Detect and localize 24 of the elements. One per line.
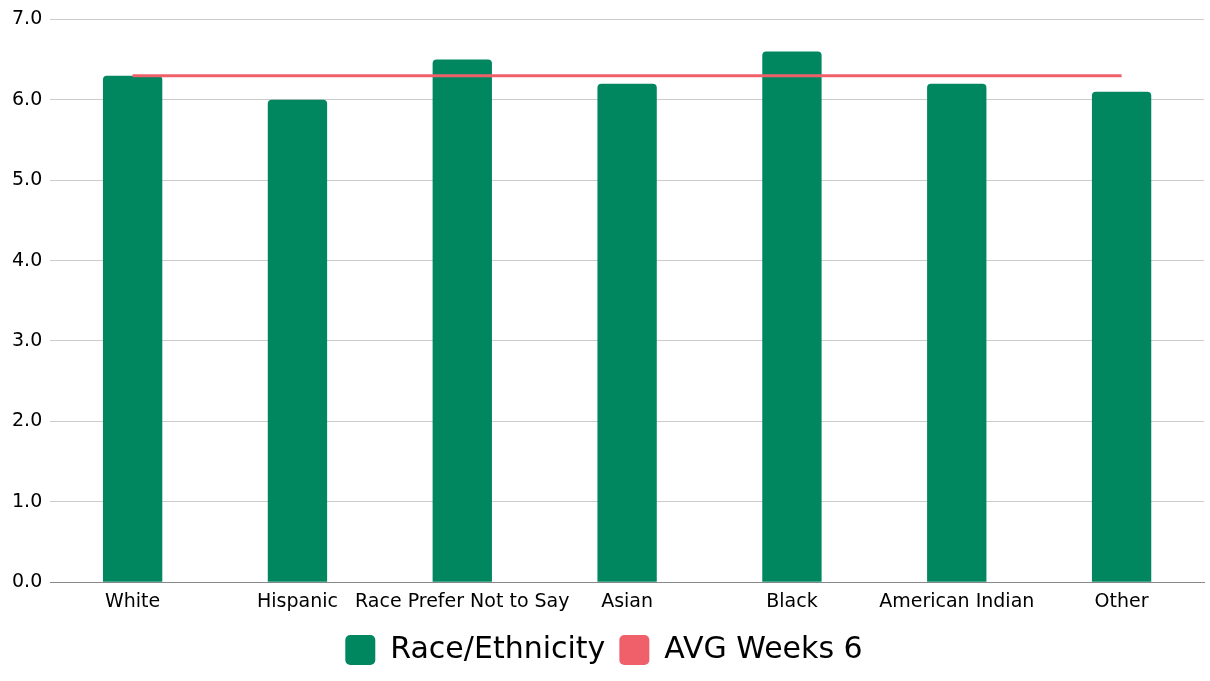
y-tick-label: 3.0 — [12, 327, 43, 350]
bar — [102, 75, 163, 582]
x-tick-label: Hispanic — [256, 588, 338, 611]
x-tick-label: Asian — [601, 588, 654, 611]
x-tick-label: Other — [1094, 588, 1149, 611]
y-tick-label: 2.0 — [12, 408, 43, 431]
bar — [927, 83, 987, 582]
x-tick-label: Black — [766, 588, 818, 611]
y-tick-label: 5.0 — [12, 167, 43, 190]
y-tick-label: 4.0 — [12, 247, 43, 270]
y-tick-label: 0.0 — [12, 569, 43, 592]
legend-label: AVG Weeks 6 — [664, 629, 863, 665]
bar — [267, 99, 328, 582]
bar — [762, 51, 822, 582]
bar — [1091, 91, 1152, 582]
x-tick-label: White — [105, 588, 161, 611]
x-tick-label: Race Prefer Not to Say — [355, 588, 570, 611]
y-tick-label: 6.0 — [12, 86, 43, 109]
bar — [432, 59, 492, 582]
legend-label: Race/Ethnicity — [390, 629, 606, 665]
x-tick-label: American Indian — [879, 588, 1035, 611]
y-tick-label: 1.0 — [12, 488, 43, 511]
bar — [597, 83, 657, 582]
y-tick-label: 7.0 — [12, 6, 43, 29]
